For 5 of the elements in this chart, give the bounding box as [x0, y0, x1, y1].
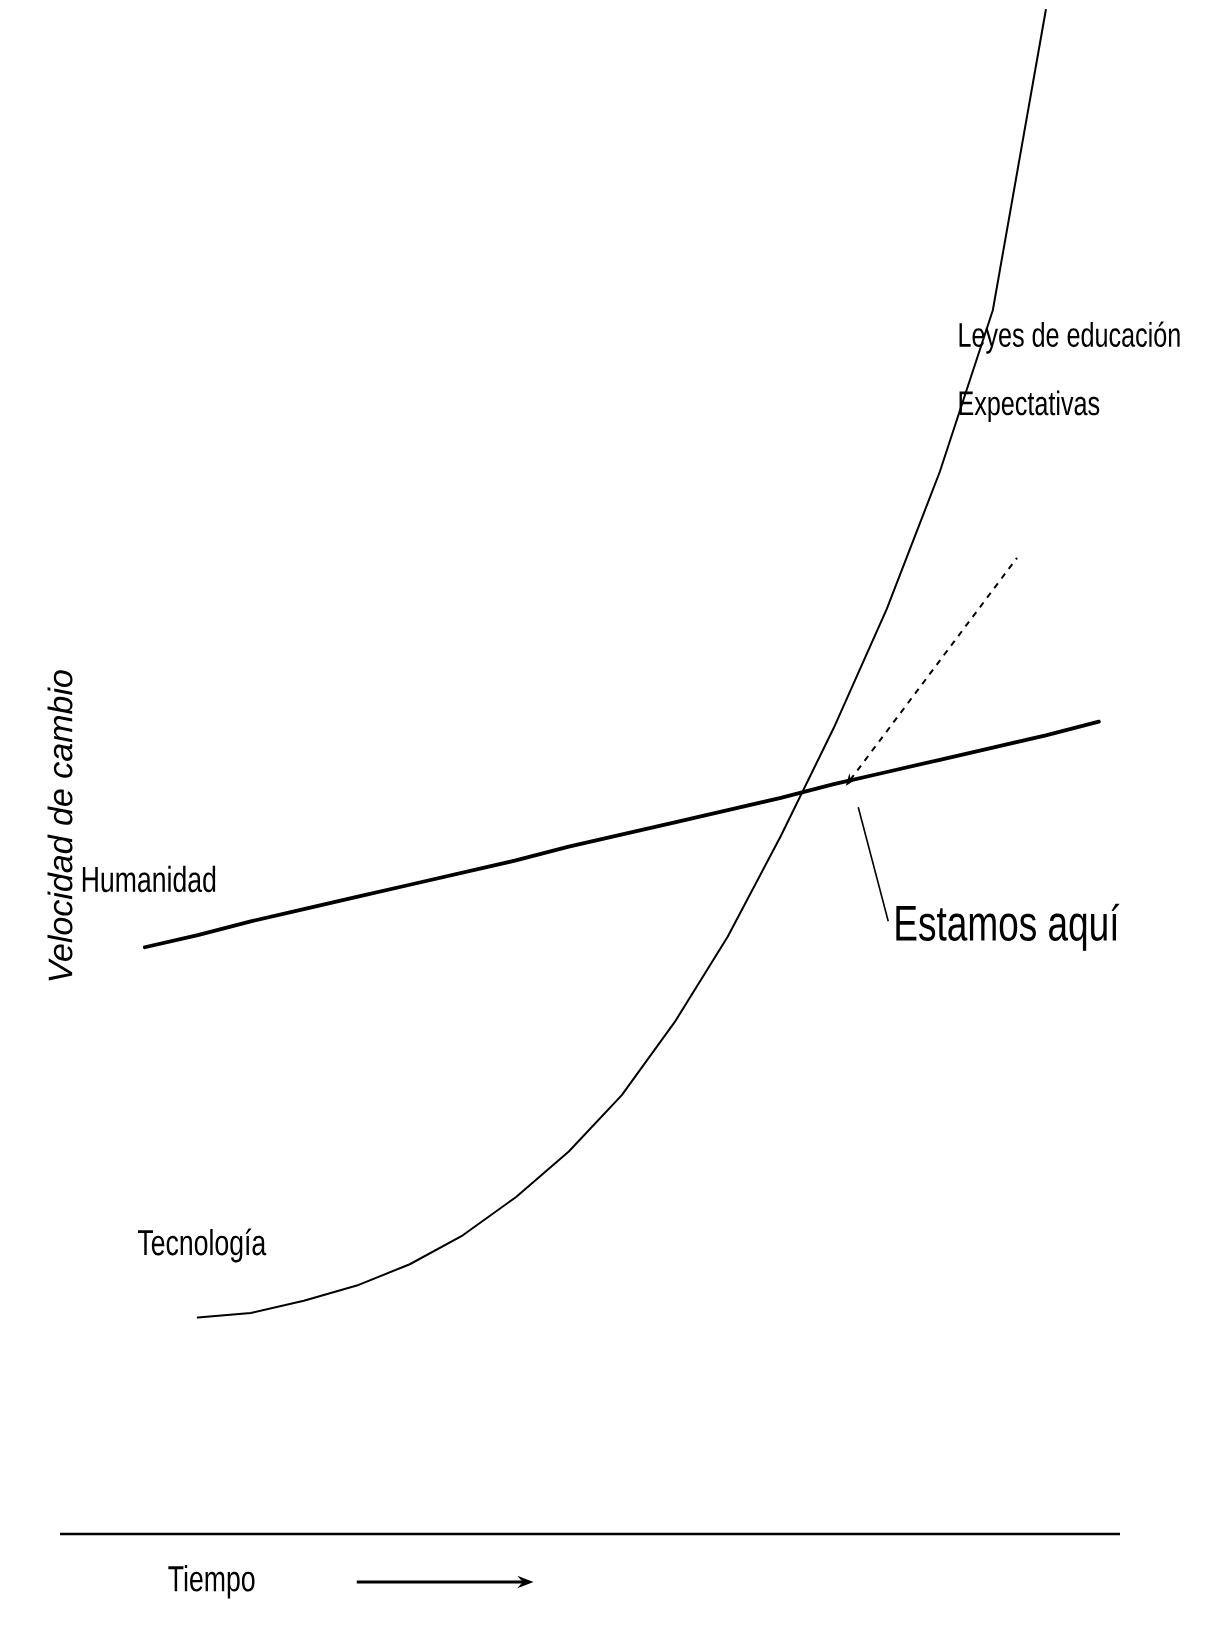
series-label: Humanidad — [82, 865, 216, 893]
y-axis-title: Velocidad de cambio — [47, 670, 73, 981]
annotation: Estamos aquí — [896, 903, 1120, 951]
x-axis-title: Tiempo — [168, 1565, 255, 1599]
series-label: Tecnología — [137, 1228, 267, 1263]
